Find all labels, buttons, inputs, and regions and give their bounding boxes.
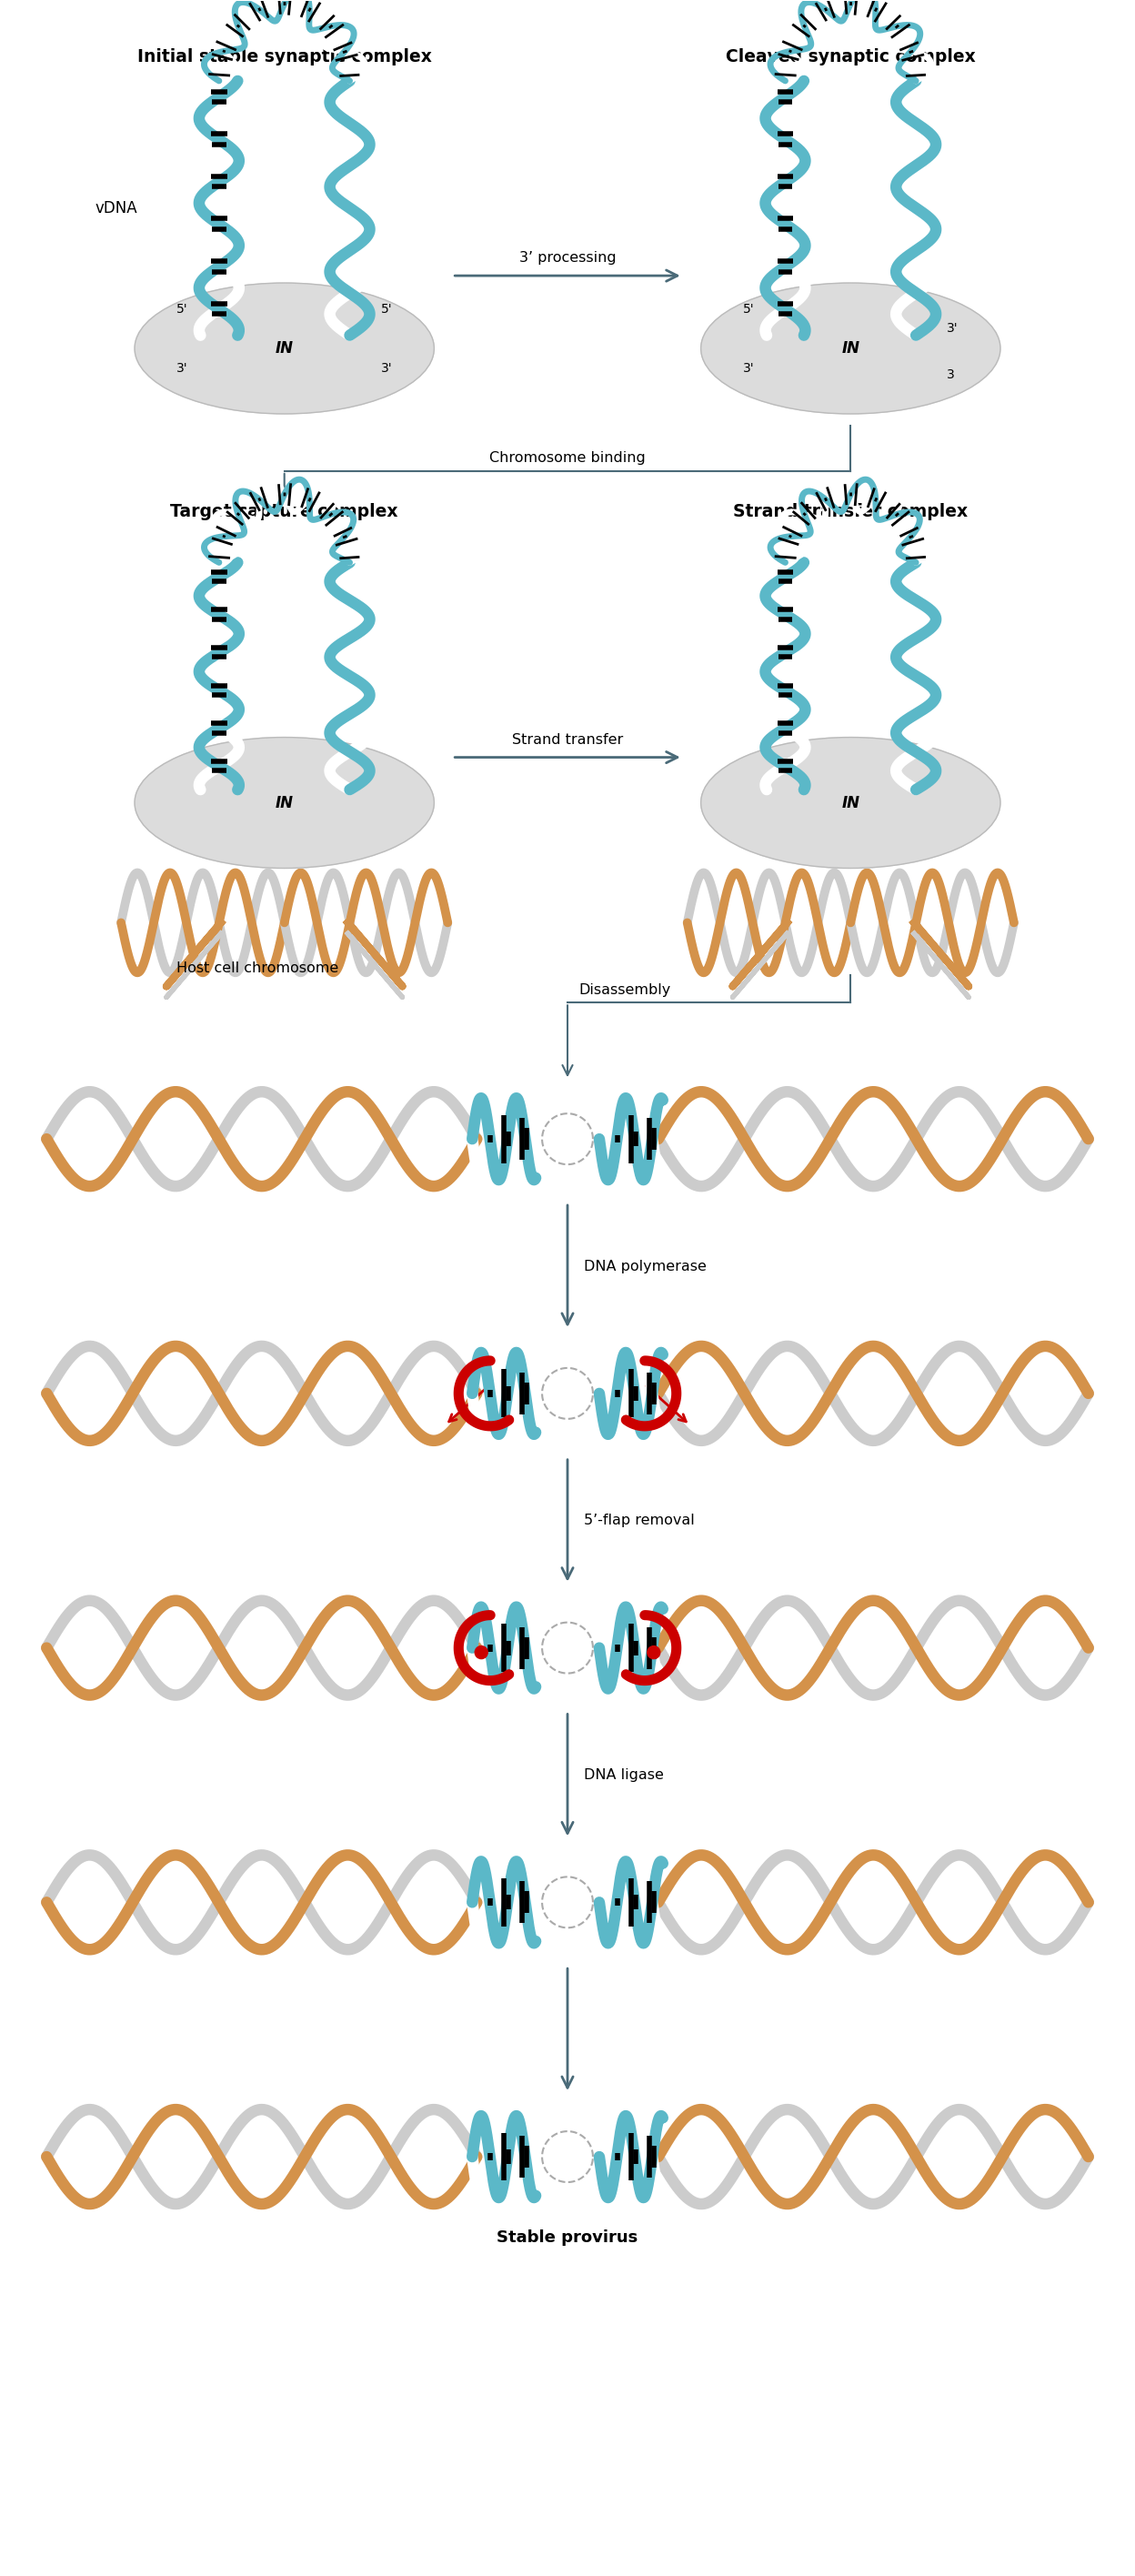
Text: Host cell chromosome: Host cell chromosome — [176, 961, 338, 976]
Text: Stable provirus: Stable provirus — [497, 2228, 638, 2246]
Text: DNA polymerase: DNA polymerase — [583, 1260, 706, 1273]
Text: 3’ processing: 3’ processing — [519, 250, 616, 265]
Text: Strand transfer complex: Strand transfer complex — [733, 502, 968, 520]
Text: Target capture complex: Target capture complex — [170, 502, 398, 520]
Text: Strand transfer: Strand transfer — [512, 732, 623, 747]
Circle shape — [474, 1646, 488, 1659]
Text: 5': 5' — [177, 304, 188, 314]
Text: 3': 3' — [177, 361, 188, 374]
Text: 3': 3' — [947, 322, 958, 335]
Circle shape — [647, 1646, 661, 1659]
Ellipse shape — [701, 283, 1000, 415]
Text: 3': 3' — [380, 361, 392, 374]
Text: 3: 3 — [947, 368, 955, 381]
Text: Cleaved synaptic complex: Cleaved synaptic complex — [725, 49, 976, 67]
Ellipse shape — [701, 737, 1000, 868]
Text: 3': 3' — [743, 361, 755, 374]
Ellipse shape — [135, 283, 434, 415]
Text: IN: IN — [276, 340, 294, 355]
Text: 5': 5' — [743, 304, 755, 314]
Text: IN: IN — [276, 793, 294, 811]
Text: 5': 5' — [380, 304, 392, 314]
Text: Chromosome binding: Chromosome binding — [489, 451, 646, 464]
Text: 5’-flap removal: 5’-flap removal — [583, 1515, 695, 1528]
Text: Disassembly: Disassembly — [579, 984, 671, 997]
Text: DNA ligase: DNA ligase — [583, 1767, 664, 1783]
Ellipse shape — [135, 737, 434, 868]
Text: IN: IN — [841, 340, 859, 355]
Text: IN: IN — [841, 793, 859, 811]
Text: vDNA: vDNA — [95, 201, 137, 216]
Text: Initial stable synaptic complex: Initial stable synaptic complex — [137, 49, 431, 67]
